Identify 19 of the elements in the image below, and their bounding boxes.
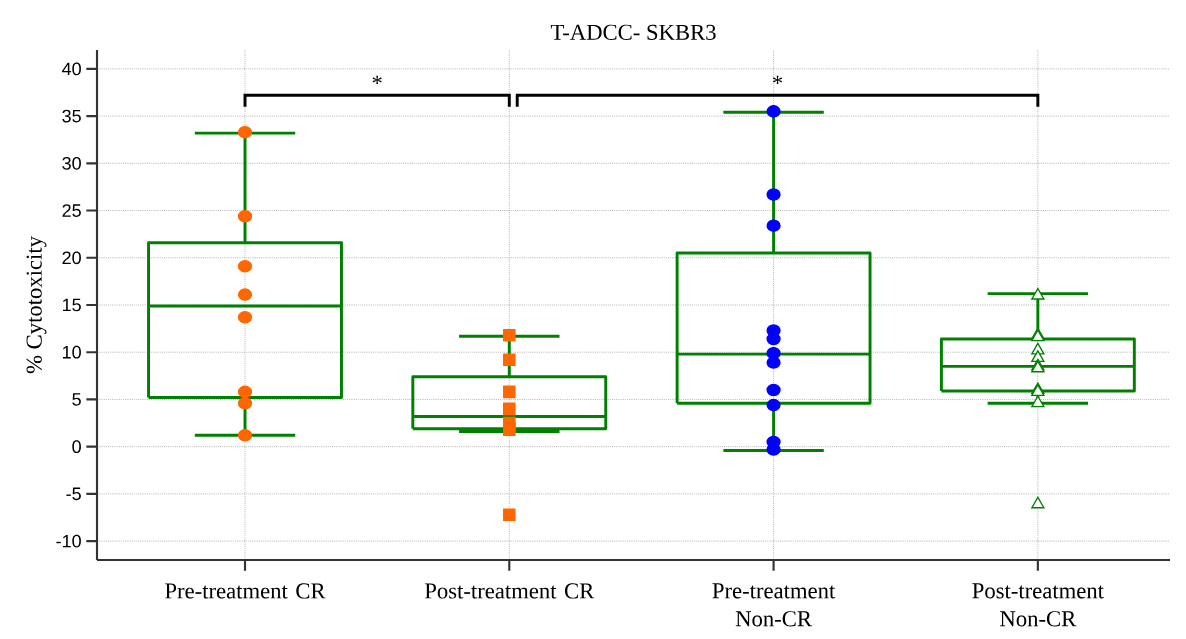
y-axis-title: % Cytotoxicity xyxy=(26,236,47,374)
y-tick-label: 10 xyxy=(62,345,81,359)
y-tick-label: 5 xyxy=(72,393,81,406)
annotation: * xyxy=(372,75,382,85)
x-tick-label: Pre-treatment Non-CR xyxy=(712,583,836,627)
annotation: * xyxy=(772,75,783,85)
y-tick-label: -5 xyxy=(66,487,81,501)
x-tick-label: Pre-treatment CR xyxy=(165,583,326,599)
y-tick-label: 40 xyxy=(62,62,81,76)
x-tick-label: Post-treatment CR xyxy=(424,583,595,599)
y-tick-label: 25 xyxy=(62,204,81,217)
y-tick-label: -10 xyxy=(56,534,81,548)
y-tick-label: 35 xyxy=(62,109,81,123)
y-tick-label: 0 xyxy=(72,440,81,454)
chart-title: T-ADCC- SKBR3 xyxy=(550,24,716,40)
y-tick-label: 30 xyxy=(62,156,81,170)
x-tick-label: Post-treatment Non-CR xyxy=(972,583,1104,627)
y-tick-label: 20 xyxy=(62,251,81,265)
y-tick-label: 15 xyxy=(62,298,81,312)
